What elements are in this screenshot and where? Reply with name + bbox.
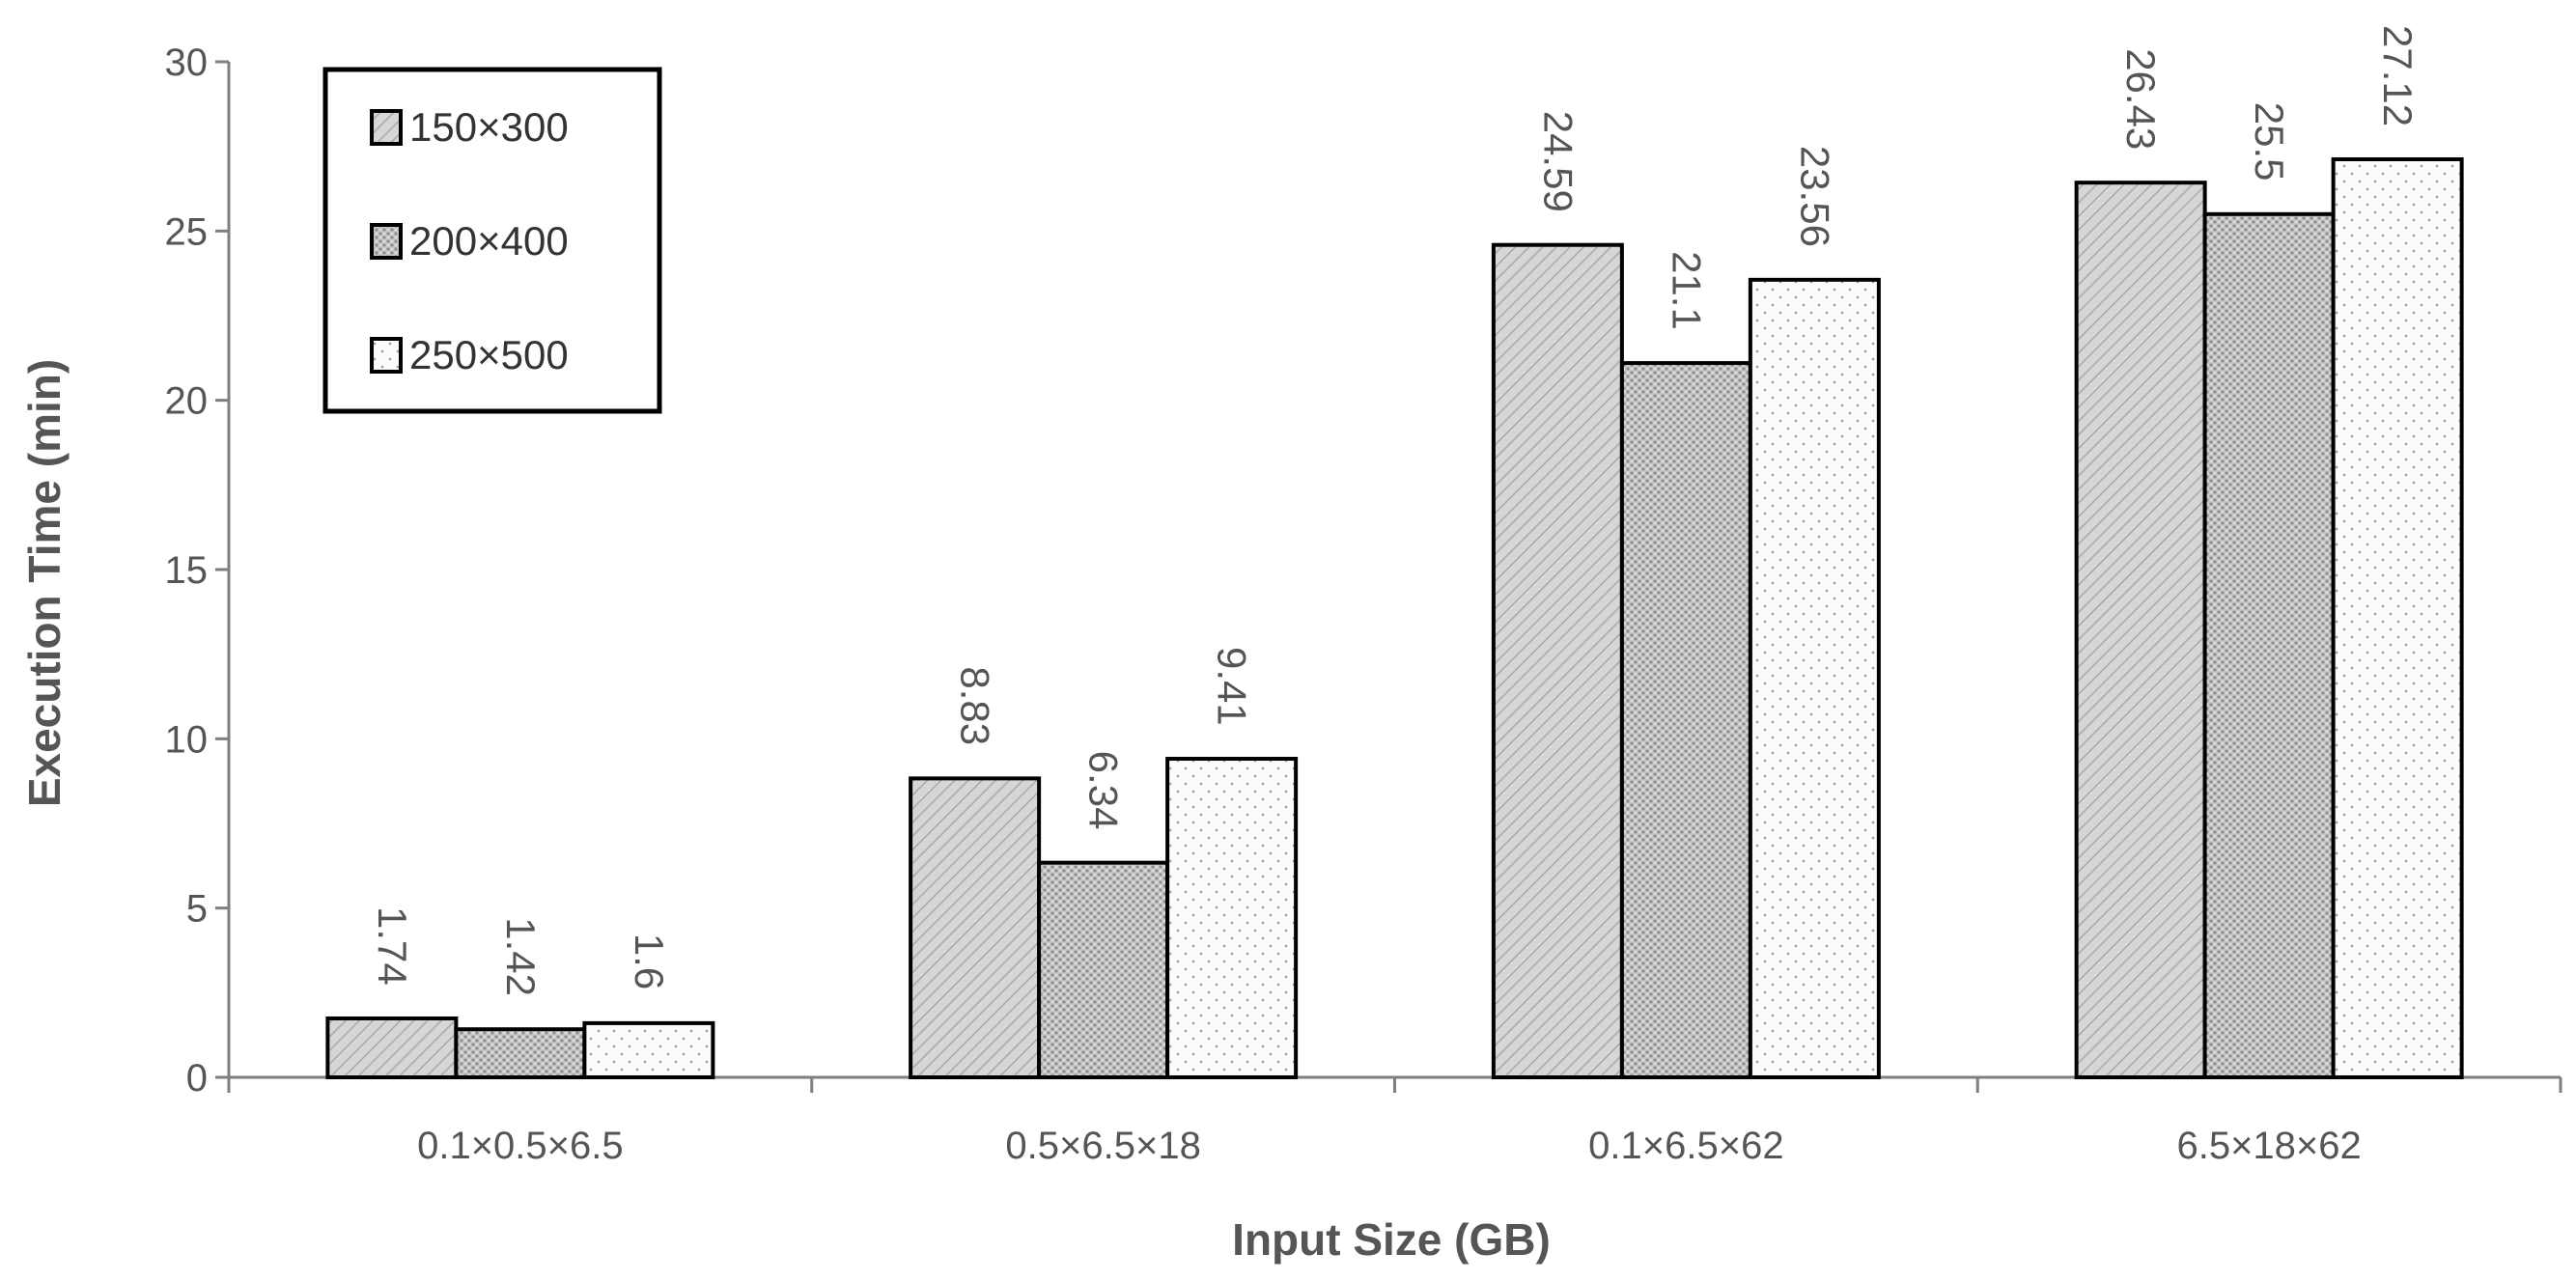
x-tick-label: 0.1×6.5×62 [1588,1125,1783,1167]
bars-group [325,156,2464,1080]
bar-series-2 [1037,860,1170,1079]
bar-series-2 [1619,361,1752,1079]
y-axis-title: Execution Time (min) [19,359,70,807]
legend-label: 200×400 [409,218,569,264]
data-label: 24.59 [1535,111,1581,212]
y-tick-label: 30 [165,42,209,84]
bar-series-3 [2331,156,2464,1079]
data-label: 1.74 [370,906,415,986]
data-label: 9.41 [1210,647,1255,726]
y-tick-label: 25 [165,210,209,253]
bar-series-1 [2074,181,2207,1080]
bar-series-3 [582,1020,715,1079]
data-label: 6.34 [1081,751,1127,830]
y-tick-label: 5 [186,888,208,931]
legend-swatch [370,223,403,260]
y-tick-label: 20 [165,380,209,423]
data-label: 23.56 [1792,146,1837,247]
data-label: 1.6 [627,933,672,989]
bar-series-2 [454,1027,587,1079]
bar-series-1 [325,1016,459,1080]
data-label: 25.5 [2247,102,2292,181]
y-tick-label: 10 [165,718,209,761]
bar-series-3 [1165,757,1299,1079]
data-labels-group: 1.74 1.42 1.6 8.83 6.34 9.41 24.59 21.1 23.56 26.… [370,25,2421,996]
bar-series-1 [1491,242,1624,1079]
data-label: 8.83 [953,666,998,745]
y-tick-label: 0 [186,1057,208,1100]
legend-swatch [370,337,403,374]
x-tick-label: 0.1×0.5×6.5 [417,1125,624,1167]
data-label: 26.43 [2118,48,2164,150]
x-tick-label: 0.5×6.5×18 [1005,1125,1200,1167]
data-label: 1.42 [498,917,544,996]
legend: 150×300 200×400 250×500 [322,67,662,414]
y-axis: 0 5 10 15 20 25 30 [165,42,231,1100]
x-axis-title: Input Size (GB) [1232,1214,1551,1265]
legend-label: 150×300 [409,104,569,150]
y-tick-label: 15 [165,549,209,592]
bar-series-1 [909,776,1042,1079]
x-tick-label: 6.5×18×62 [2176,1125,2361,1167]
bar-series-2 [2202,211,2336,1080]
bar-series-3 [1748,277,1881,1079]
data-label: 21.1 [1664,251,1709,330]
legend-swatch [370,109,403,146]
legend-label: 250×500 [409,332,569,377]
x-axis: 0.1×0.5×6.5 0.5×6.5×18 0.1×6.5×62 6.5×18×62 [227,1075,2562,1167]
data-label: 27.12 [2375,25,2421,126]
